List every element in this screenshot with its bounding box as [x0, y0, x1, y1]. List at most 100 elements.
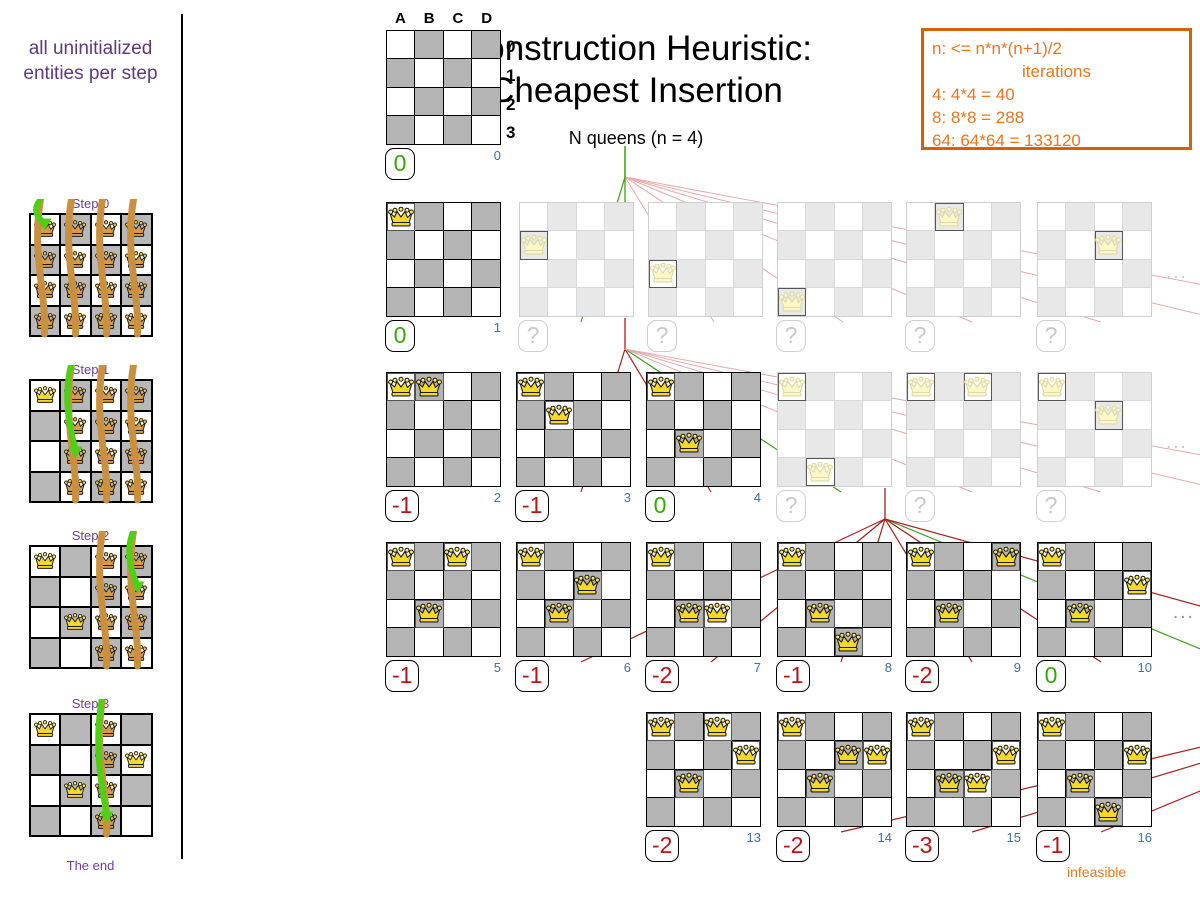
uninitialized-queen-icon	[94, 250, 117, 269]
mini-board-cell	[60, 805, 91, 836]
board-cell	[520, 231, 549, 260]
board-cell	[1038, 571, 1067, 600]
board-cell	[862, 401, 891, 430]
board-cell	[443, 599, 472, 628]
board-cell	[963, 797, 992, 826]
column-label-b: B	[423, 10, 435, 27]
board-cell	[545, 627, 574, 656]
board-cell	[862, 231, 891, 260]
mini-board-cell	[60, 607, 91, 638]
mini-board-cell	[121, 714, 152, 745]
uninitialized-queen-icon	[64, 416, 87, 435]
mini-board-cell	[121, 244, 152, 275]
board-cell	[601, 457, 630, 486]
mini-board-cell	[121, 305, 152, 336]
queen-icon	[778, 716, 805, 738]
queen-icon	[806, 772, 833, 794]
board-cell	[415, 59, 444, 88]
board-cell	[834, 259, 863, 288]
node-index-label: 5	[493, 660, 501, 675]
board-cell	[806, 769, 835, 798]
board-cell	[1122, 457, 1151, 486]
uninitialized-queen-icon	[125, 552, 148, 571]
board-cell	[935, 741, 964, 770]
board-cell	[963, 231, 992, 260]
board-cell	[806, 713, 835, 742]
board-cell	[991, 713, 1020, 742]
board-cell	[415, 599, 444, 628]
board-cell	[991, 571, 1020, 600]
board-cell	[471, 543, 500, 572]
board-cell	[907, 231, 936, 260]
queen-icon	[387, 376, 414, 398]
board-cell	[443, 115, 472, 144]
board-cell	[443, 259, 472, 288]
board-cell	[443, 59, 472, 88]
chessboard	[777, 542, 892, 657]
mini-board-cell	[29, 471, 60, 502]
node-index-label: 4	[753, 490, 761, 505]
node-index-label: 7	[753, 660, 761, 675]
queen-icon	[935, 206, 962, 228]
board-cell	[1122, 231, 1151, 260]
sidebar: all uninitialized entities per step Step…	[0, 0, 183, 900]
board-cell	[1066, 627, 1095, 656]
board-cell	[806, 741, 835, 770]
board-cell	[963, 429, 992, 458]
board-cell	[415, 231, 444, 260]
mini-board-cell	[29, 744, 60, 775]
score-badge: -1	[776, 660, 811, 692]
board-cell	[991, 627, 1020, 656]
board-cell	[387, 259, 416, 288]
board-cell	[963, 373, 992, 402]
board-cell	[731, 627, 760, 656]
board-cell	[1038, 713, 1067, 742]
node-index-label: 2	[493, 490, 501, 505]
board-cell	[675, 713, 704, 742]
node-index-label: 15	[1006, 830, 1021, 845]
sidebar-caption: all uninitialized entities per step	[23, 38, 158, 84]
board-cell	[1038, 457, 1067, 486]
queen-icon	[835, 631, 862, 653]
board-cell	[517, 627, 546, 656]
score-badge: -1	[1036, 830, 1071, 862]
board-cell	[415, 31, 444, 60]
main-panel: Construction Heuristic: Cheapest Inserti…	[181, 0, 1200, 900]
board-cell	[649, 203, 678, 232]
board-cell	[415, 287, 444, 316]
infobox-line-4: 8: 8*8 = 288	[932, 108, 1025, 127]
board-cell	[703, 401, 732, 430]
board-cell	[471, 373, 500, 402]
board-cell	[963, 287, 992, 316]
board-cell	[1038, 627, 1067, 656]
queen-icon	[964, 376, 991, 398]
board-cell	[705, 231, 734, 260]
queen-icon	[675, 432, 702, 454]
node-index-label: 0	[493, 148, 501, 163]
board-cell	[1066, 571, 1095, 600]
uninitialized-queen-icon	[64, 311, 87, 330]
mini-board-cell	[90, 441, 121, 472]
queen-icon	[863, 744, 890, 766]
mini-board-cell	[29, 637, 60, 668]
board-cell	[604, 203, 633, 232]
board-cell	[731, 797, 760, 826]
chessboard	[646, 542, 761, 657]
mini-board-cell	[90, 805, 121, 836]
board-cell	[517, 373, 546, 402]
board-cell	[935, 571, 964, 600]
board-cell	[806, 259, 835, 288]
board-cell	[806, 627, 835, 656]
board-cell	[778, 231, 807, 260]
board-cell	[573, 571, 602, 600]
chessboard	[386, 202, 501, 317]
board-cell	[834, 543, 863, 572]
board-cell	[991, 287, 1020, 316]
mini-board-cell	[60, 305, 91, 336]
score-unknown-badge: ?	[776, 490, 806, 522]
board-cell	[675, 571, 704, 600]
board-cell	[647, 797, 676, 826]
board-cell	[471, 115, 500, 144]
mini-board-cell	[90, 576, 121, 607]
board-cell	[520, 259, 549, 288]
